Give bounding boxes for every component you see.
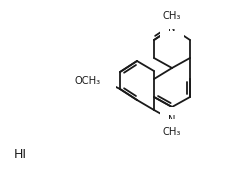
- Text: N: N: [168, 115, 176, 125]
- Text: OCH₃: OCH₃: [75, 76, 101, 86]
- Text: CH₃: CH₃: [163, 127, 181, 137]
- Text: CH₃: CH₃: [163, 11, 181, 21]
- Text: O: O: [100, 76, 108, 86]
- Text: HI: HI: [14, 149, 27, 162]
- Text: N: N: [168, 23, 176, 33]
